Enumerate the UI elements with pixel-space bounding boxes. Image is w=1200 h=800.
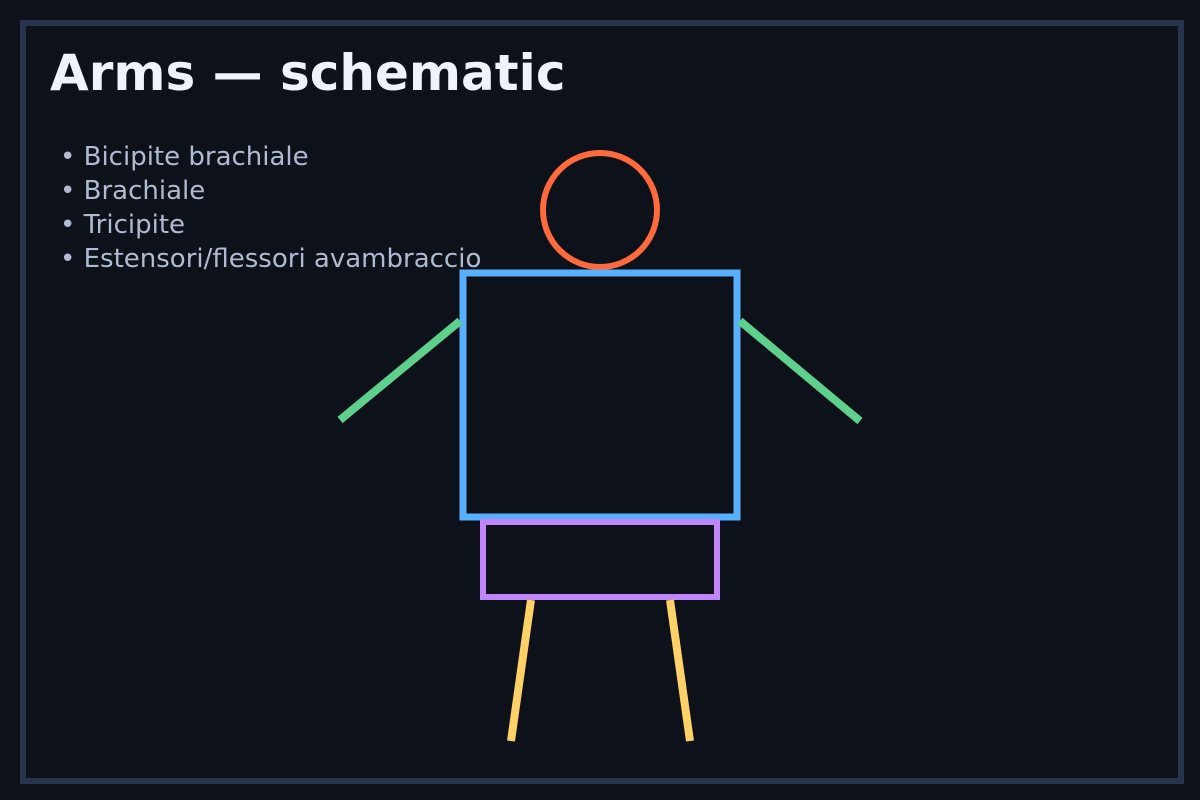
muscle-list-item: Brachiale bbox=[60, 174, 481, 208]
muscle-list-item: Bicipite brachiale bbox=[60, 140, 481, 174]
torso-shape bbox=[459, 269, 741, 521]
head-shape bbox=[540, 150, 660, 270]
page-title: Arms — schematic bbox=[50, 44, 566, 102]
muscle-list-item: Estensori/flessori avambraccio bbox=[60, 242, 482, 276]
right-arm-shape bbox=[737, 317, 863, 425]
pelvis-shape bbox=[480, 519, 720, 600]
muscle-list: Bicipite brachiale Brachiale Tricipite E… bbox=[60, 140, 482, 276]
frame-border bbox=[20, 20, 1184, 784]
muscle-list-item: Tricipite bbox=[60, 208, 481, 242]
left-leg-shape bbox=[507, 599, 535, 742]
right-leg-shape bbox=[666, 599, 694, 742]
left-arm-shape bbox=[337, 317, 463, 424]
